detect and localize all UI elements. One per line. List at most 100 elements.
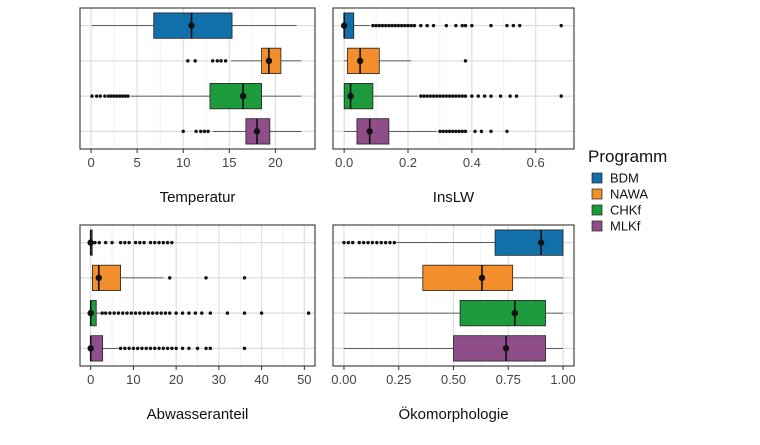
outlier-point — [174, 311, 178, 315]
outlier-point — [357, 240, 361, 245]
outlier-point — [419, 94, 423, 98]
outlier-point — [242, 311, 247, 315]
x-tick-label: 0.75 — [496, 372, 521, 387]
legend-key-bdm — [591, 172, 603, 184]
outlier-point — [441, 129, 445, 134]
outlier-point — [489, 94, 493, 98]
panel-border — [79, 224, 316, 367]
outlier-point — [444, 94, 449, 98]
boxplot-chkf — [87, 300, 311, 327]
outlier-point — [225, 311, 230, 315]
mean-point — [537, 239, 545, 246]
outlier-point — [412, 23, 417, 28]
outlier-point — [444, 129, 449, 134]
boxplot-bdm — [340, 12, 563, 39]
outlier-point — [514, 94, 519, 98]
outlier-point — [133, 311, 138, 315]
x-tick-label: 0.00 — [331, 372, 356, 387]
outlier-point — [90, 94, 94, 98]
outlier-point — [148, 240, 153, 245]
boxplot-bdm — [342, 229, 564, 256]
outlier-point — [208, 346, 213, 351]
box — [453, 335, 546, 362]
outlier-point — [403, 23, 407, 28]
outlier-point — [215, 59, 220, 63]
legend-item-chkf: CHKf — [591, 203, 641, 218]
outlier-point — [505, 129, 509, 134]
legend-key-mlkf — [591, 220, 603, 232]
x-tick-label: 40 — [254, 372, 268, 387]
panel-border — [79, 7, 316, 150]
outlier-point — [508, 94, 512, 98]
outlier-point — [409, 23, 413, 28]
outlier-point — [116, 311, 121, 315]
outlier-point — [406, 23, 410, 28]
outlier-point — [431, 94, 436, 98]
outlier-point — [366, 240, 370, 245]
legend-label-chkf: CHKf — [610, 203, 641, 218]
outlier-point — [457, 129, 461, 134]
mean-point — [347, 92, 354, 100]
boxplot-mlkf — [181, 118, 302, 145]
outlier-point — [180, 346, 185, 351]
outlier-point — [419, 23, 423, 28]
boxplot-mlkf — [343, 335, 564, 362]
legend: Programm BDM NAWA CHKf MLKf — [588, 147, 667, 234]
outlier-point — [127, 240, 131, 245]
outlier-point — [505, 23, 509, 28]
outlier-point — [117, 94, 122, 98]
outlier-point — [200, 311, 204, 315]
outlier-point — [186, 59, 190, 63]
outlier-point — [108, 311, 112, 315]
outlier-point — [223, 59, 228, 63]
outlier-point — [157, 346, 161, 351]
outlier-point — [135, 346, 140, 351]
outlier-point — [351, 240, 355, 245]
outlier-point — [199, 129, 203, 134]
outlier-point — [103, 240, 108, 245]
outlier-point — [242, 346, 247, 351]
outlier-point — [138, 240, 142, 245]
outlier-point — [431, 23, 436, 28]
boxplot-bdm — [87, 229, 174, 256]
outlier-point — [120, 94, 125, 98]
outlier-point — [131, 346, 136, 351]
outlier-point — [559, 23, 563, 28]
outlier-point — [346, 240, 351, 245]
outlier-point — [470, 23, 474, 28]
outlier-point — [460, 94, 464, 98]
outlier-point — [438, 129, 442, 134]
boxplot-nawa — [90, 264, 247, 291]
outlier-point — [142, 240, 146, 245]
outlier-point — [454, 94, 458, 98]
boxplot-bdm — [91, 12, 297, 39]
outlier-point — [161, 346, 166, 351]
outlier-point — [161, 240, 166, 245]
mean-point — [95, 274, 103, 282]
panel-inslw: 0.0 0.2 0.4 0.6 InsLW — [332, 7, 575, 206]
outlier-point — [138, 311, 142, 315]
outlier-point — [393, 23, 397, 28]
outlier-point — [476, 94, 480, 98]
outlier-point — [193, 311, 198, 315]
outlier-point — [193, 59, 197, 63]
facet-panels: 0 5 10 15 20 Temperatur 0.0 0.2 0.4 0.6 InsLW 0 10 20… — [79, 7, 576, 423]
outlier-point — [361, 240, 366, 245]
outlier-point — [396, 23, 401, 28]
x-tick-label: 1.00 — [550, 372, 575, 387]
outlier-point — [153, 346, 157, 351]
outlier-point — [129, 311, 133, 315]
outlier-point — [211, 59, 215, 63]
outlier-point — [168, 276, 172, 280]
outlier-point — [399, 23, 404, 28]
x-tick-label: 0 — [87, 155, 94, 170]
outlier-point — [165, 346, 170, 351]
boxplot-nawa — [343, 264, 564, 291]
x-tick-label: 0.6 — [527, 155, 545, 170]
outlier-point — [123, 94, 127, 98]
mean-point — [340, 22, 348, 29]
outlier-point — [109, 94, 114, 98]
mean-point — [265, 57, 273, 65]
outlier-point — [195, 346, 200, 351]
panel-border — [332, 7, 575, 150]
